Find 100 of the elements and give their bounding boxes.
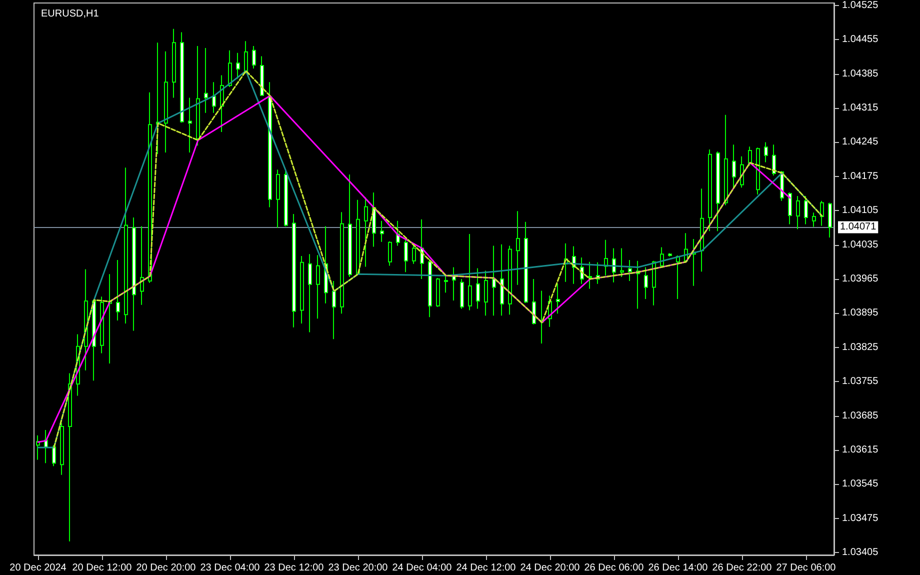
candlestick	[108, 274, 112, 364]
candlestick	[756, 147, 760, 195]
candlestick	[724, 114, 728, 206]
candlestick	[308, 254, 312, 333]
x-tick-label: 23 Dec 04:00	[200, 562, 260, 574]
candlestick	[36, 434, 40, 460]
x-tick-label: 26 Dec 14:00	[648, 562, 708, 574]
candlestick	[612, 248, 616, 283]
candlestick	[340, 212, 344, 314]
candlestick	[44, 429, 48, 464]
x-tick-label: 24 Dec 12:00	[456, 562, 516, 574]
candlestick	[492, 245, 496, 316]
candlestick	[468, 234, 472, 311]
x-tick-label: 27 Dec 06:00	[776, 562, 836, 574]
y-tick-label: 1.03965	[842, 274, 879, 284]
candlestick	[772, 144, 776, 176]
candlestick	[628, 259, 632, 282]
candlestick	[484, 270, 488, 316]
y-tick-label: 1.03685	[842, 410, 879, 422]
candlestick	[196, 45, 200, 146]
candlestick	[116, 259, 120, 322]
candlestick	[508, 245, 512, 316]
x-tick-label: 24 Dec 20:00	[520, 562, 580, 574]
candlestick	[132, 216, 136, 332]
candlestick	[220, 74, 224, 132]
y-tick-label: 1.03615	[842, 444, 879, 456]
candlestick	[716, 151, 720, 232]
candlestick	[356, 199, 360, 275]
candlestick	[60, 422, 64, 476]
y-tick-label: 1.04385	[842, 68, 879, 80]
candlestick	[276, 169, 280, 228]
candlestick	[212, 82, 216, 114]
text: EURUSD,H1	[41, 8, 100, 20]
y-tick-label: 1.04105	[842, 205, 879, 216]
candlestick	[68, 372, 72, 542]
x-tick-label: 20 Dec 12:00	[72, 562, 132, 574]
y-tick-label: 1.04525	[842, 0, 879, 11]
y-tick-label: 1.04035	[842, 239, 879, 250]
candlestick	[204, 47, 208, 114]
candlestick	[188, 97, 192, 153]
candlestick	[260, 56, 264, 96]
candlestick	[164, 50, 168, 153]
candlestick	[460, 278, 464, 310]
candlestick	[820, 200, 824, 226]
candlestick	[500, 244, 504, 316]
candlestick	[380, 220, 384, 242]
candlestick	[796, 195, 800, 230]
candlestick	[236, 52, 240, 80]
candlestick	[516, 210, 520, 286]
candlestick	[524, 221, 528, 304]
candlestick	[636, 260, 640, 310]
candlestick	[300, 256, 304, 324]
candlestick	[84, 268, 88, 371]
y-tick-label: 1.04175	[842, 170, 879, 182]
candlestick	[156, 42, 160, 154]
candlestick	[748, 146, 752, 166]
candlestick	[804, 195, 808, 225]
candlestick	[444, 274, 448, 294]
candlestick	[52, 444, 56, 467]
candlestick	[124, 167, 128, 324]
candlestick	[284, 170, 288, 227]
candlestick	[788, 192, 792, 225]
candlestick	[708, 149, 712, 232]
y-tick-label: 1.04455	[842, 34, 879, 46]
candlestick	[676, 255, 680, 300]
candlestick	[452, 266, 456, 301]
candlestick	[364, 196, 368, 268]
candlestick	[292, 214, 296, 328]
candlestick	[556, 283, 560, 314]
x-tick-label: 26 Dec 06:00	[584, 562, 644, 574]
candlestick	[692, 238, 696, 286]
x-tick-label: 24 Dec 04:00	[392, 562, 452, 574]
candlestick	[428, 258, 432, 318]
candlestick	[764, 142, 768, 163]
y-tick-label: 1.04315	[842, 102, 879, 114]
candlestick	[620, 248, 624, 278]
y-tick-label: 1.03545	[842, 478, 879, 490]
candlestick	[700, 188, 704, 272]
y-tick-label: 1.03895	[842, 308, 879, 319]
candlestick	[644, 266, 648, 300]
candlestick	[828, 202, 832, 238]
x-tick-label: 20 Dec 2024	[10, 562, 67, 574]
candlestick	[252, 45, 256, 69]
candlestick	[100, 296, 104, 354]
candlestick	[268, 82, 272, 208]
x-tick-label: 20 Dec 20:00	[136, 562, 196, 574]
candlestick	[140, 226, 144, 306]
candlestick	[316, 254, 320, 320]
candlestick	[348, 174, 352, 278]
y-tick-label: 1.03755	[842, 376, 879, 388]
candlestick	[228, 50, 232, 88]
candlestick	[372, 192, 376, 248]
candlestick	[180, 32, 184, 124]
candlestick	[412, 244, 416, 264]
x-tick-label: 23 Dec 20:00	[328, 562, 388, 574]
candlestick	[388, 240, 392, 266]
candlestick	[532, 278, 536, 325]
candlestick	[332, 280, 336, 340]
candlestick	[588, 261, 592, 290]
candlestick	[148, 92, 152, 284]
